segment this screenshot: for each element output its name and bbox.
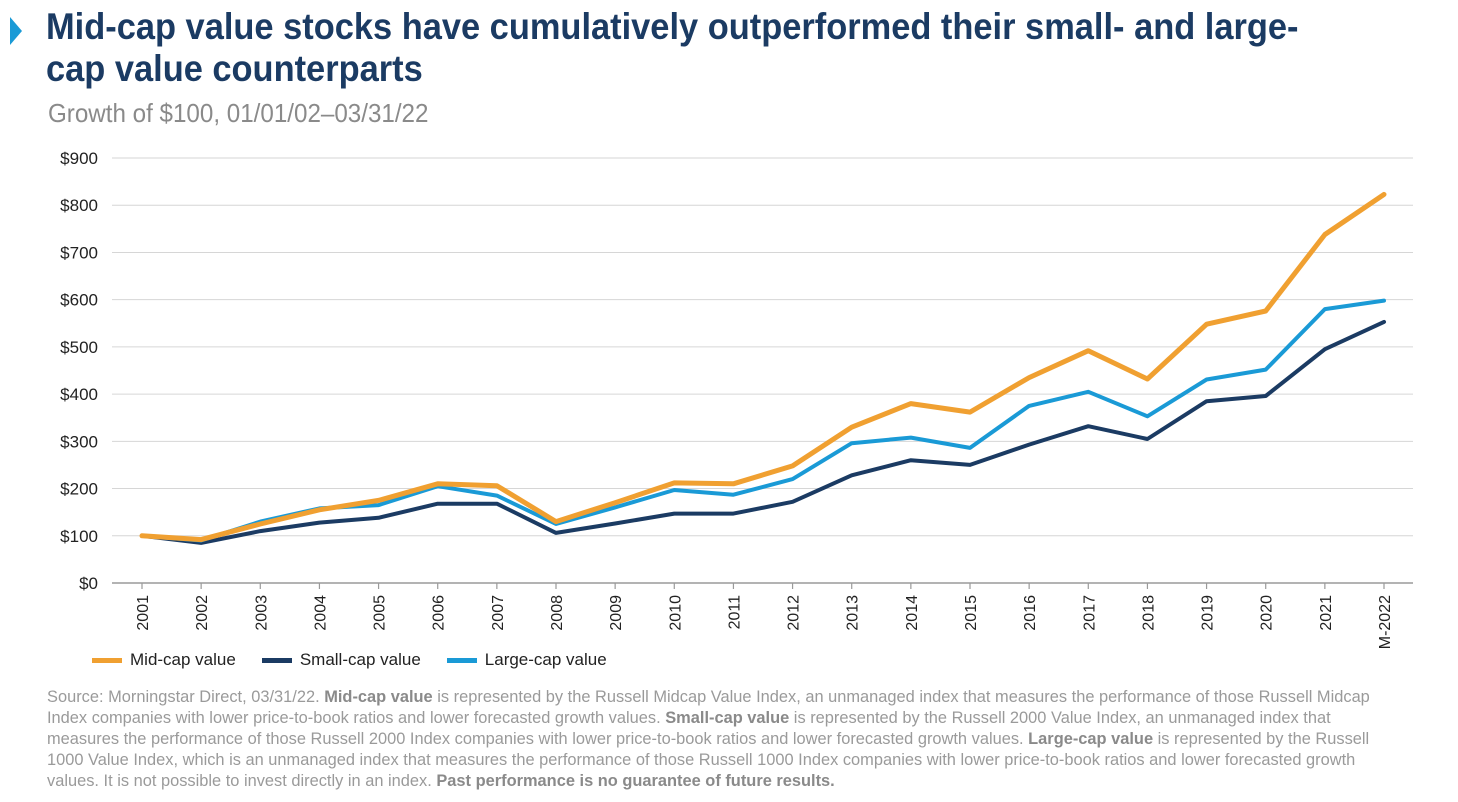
legend-item-large-cap: Large-cap value: [446, 650, 607, 670]
legend-swatch-mid-cap: [92, 657, 122, 663]
x-tick-label: 2011: [726, 595, 743, 630]
x-tick-label: 2009: [608, 595, 625, 631]
legend-swatch-large-cap: [446, 657, 477, 663]
footnote-small-cap-term: Small-cap value: [665, 708, 790, 727]
x-tick-label: 2008: [549, 595, 566, 631]
footnote-large-cap-term: Large-cap value: [1028, 729, 1154, 748]
x-tick-label: 2004: [312, 595, 329, 631]
series-lines: [139, 191, 1387, 545]
title-marker-icon: [10, 17, 22, 45]
x-tick-label: 2021: [1318, 595, 1335, 631]
chart-subtitle: Growth of $100, 01/01/02–03/31/22: [48, 98, 429, 128]
x-axis-ticks: 2001 2002 2003 2004 2005 2006 2007 2008 2009 2010…: [135, 583, 1394, 649]
x-tick-label: 2020: [1259, 595, 1276, 631]
x-tick-label: 2006: [431, 595, 448, 631]
x-tick-label: 2017: [1081, 595, 1098, 631]
y-tick-label: $600: [60, 291, 98, 310]
legend-item-small-cap: Small-cap value: [261, 650, 421, 670]
x-tick-label: 2018: [1140, 595, 1157, 631]
y-tick-label: $200: [60, 480, 98, 499]
line-chart: $0 $100 $200 $300 $400 $500 $600 $700 $800 $900 2…: [60, 149, 1413, 649]
x-tick-label: 2012: [786, 595, 803, 631]
footnote-source: Source: Morningstar Direct, 03/31/22.: [47, 687, 325, 706]
legend-swatch-small-cap: [261, 657, 292, 663]
footnote-mid-cap-term: Mid-cap value: [324, 687, 433, 706]
y-tick-label: $900: [60, 149, 98, 168]
x-tick-label: M-2022: [1377, 595, 1394, 649]
x-tick-label: 2001: [135, 595, 152, 631]
series-line-mid-cap-value: [139, 191, 1387, 543]
footnote-large-cap-desc: is represented by the Russell 1000 Value…: [47, 729, 1370, 790]
x-tick-label: 2007: [490, 595, 507, 631]
y-tick-label: $100: [60, 527, 98, 546]
legend-label-small-cap: Small-cap value: [299, 650, 421, 669]
y-tick-label: $0: [79, 574, 98, 593]
legend-label-large-cap: Large-cap value: [484, 650, 607, 669]
legend-label-mid-cap: Mid-cap value: [130, 650, 236, 669]
x-tick-label: 2003: [253, 595, 270, 631]
x-tick-label: 2019: [1200, 595, 1217, 631]
x-tick-label: 2005: [372, 595, 389, 631]
legend-item-mid-cap: Mid-cap value: [92, 650, 236, 670]
chart-title: Mid-cap value stocks have cumulatively o…: [46, 6, 1299, 89]
x-tick-label: 2016: [1022, 595, 1039, 631]
x-tick-label: 2014: [904, 595, 921, 631]
y-axis-ticks: $0 $100 $200 $300 $400 $500 $600 $700 $800 $900: [60, 149, 98, 593]
y-tick-label: $400: [60, 385, 98, 404]
gridlines: [112, 157, 1413, 584]
footnote-mid-cap-desc: is represented by the Russell Midcap Val…: [47, 687, 1370, 727]
source-footnote: Source: Morningstar Direct, 03/31/22. Mi…: [47, 686, 1393, 791]
y-tick-label: $500: [60, 338, 98, 357]
x-tick-label: 2015: [963, 595, 980, 631]
footnote-disclaimer: Past performance is no guarantee of futu…: [436, 771, 835, 790]
x-tick-label: 2010: [667, 595, 684, 631]
series-line-small-cap-value: [140, 319, 1386, 545]
chart-legend: Mid-cap value Small-cap value Large-cap …: [92, 650, 633, 670]
y-tick-label: $700: [60, 243, 98, 262]
y-tick-label: $800: [60, 196, 98, 215]
y-tick-label: $300: [60, 432, 98, 451]
footnote-small-cap-desc: is represented by the Russell 2000 Value…: [47, 708, 1331, 748]
x-tick-label: 2002: [194, 595, 211, 631]
x-tick-label: 2013: [845, 595, 862, 631]
series-line-large-cap-value: [140, 298, 1386, 543]
